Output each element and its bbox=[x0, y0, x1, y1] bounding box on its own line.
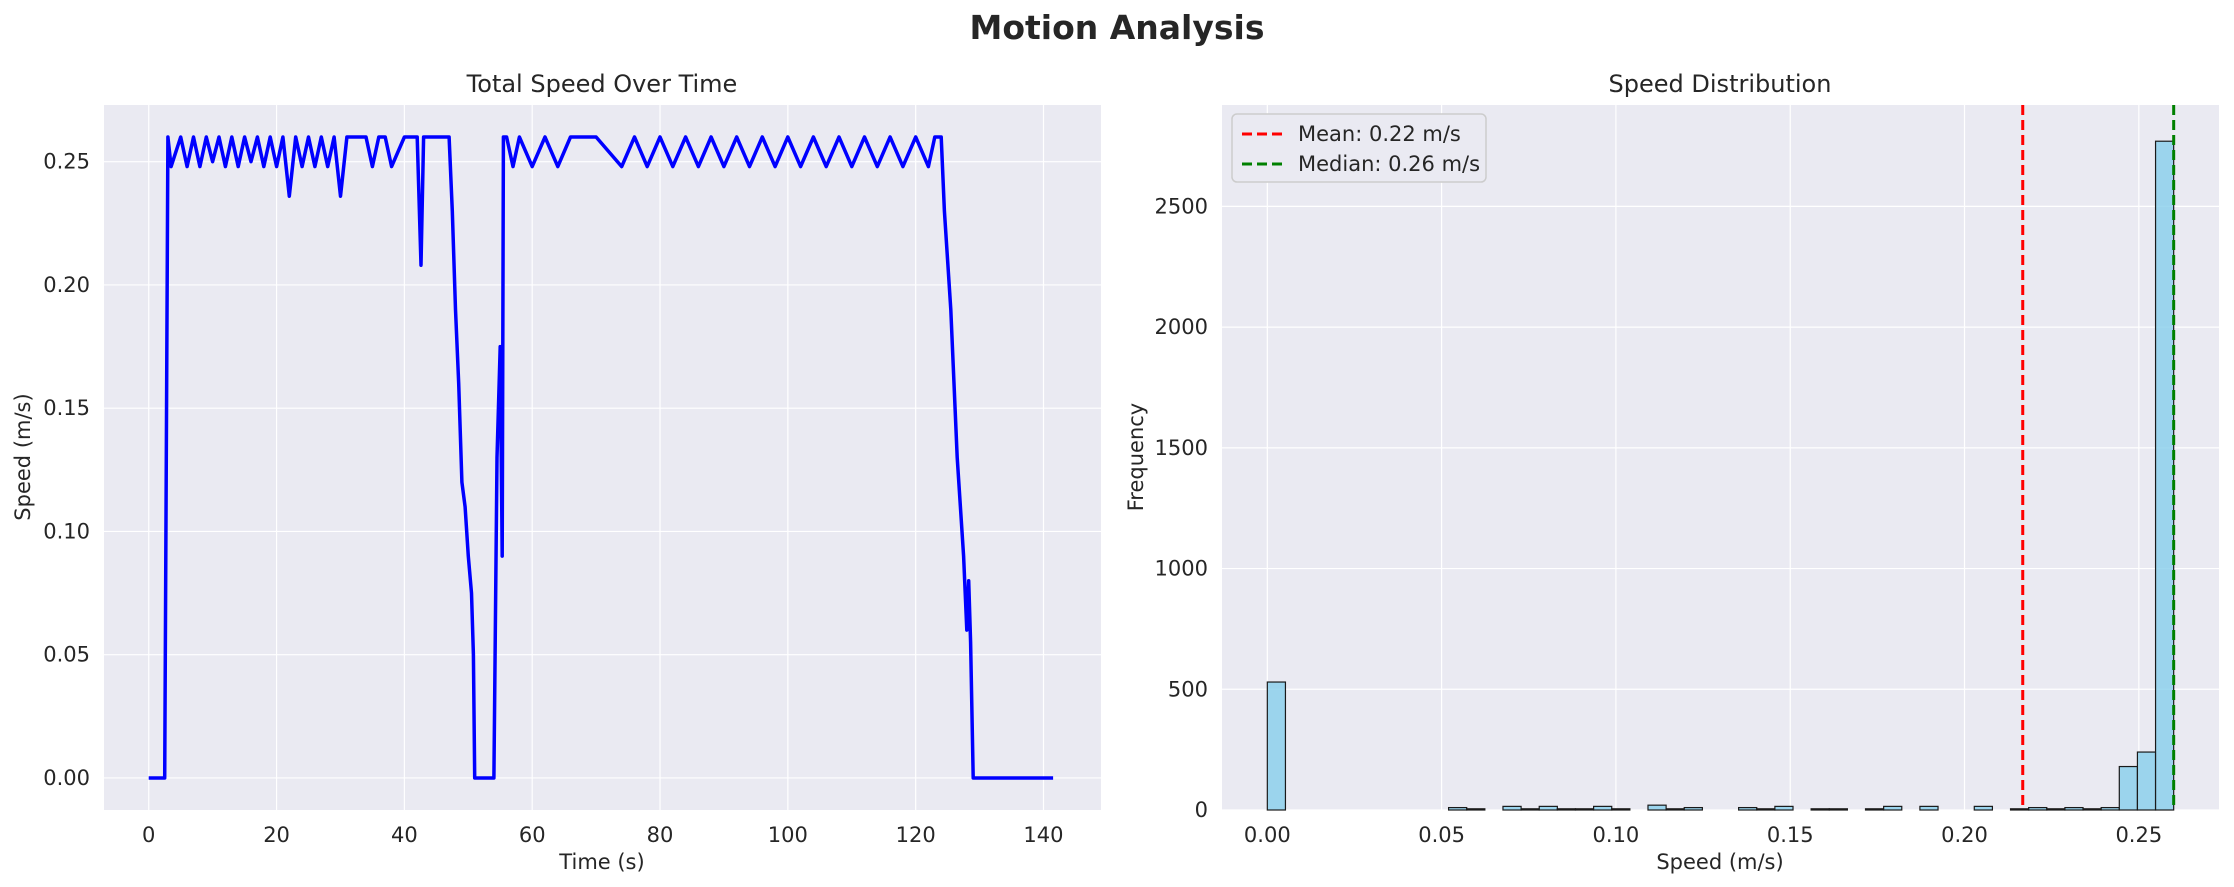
histogram-bar bbox=[1647, 804, 1667, 811]
plot-area-background bbox=[104, 105, 1101, 810]
x-tick-label: 80 bbox=[647, 823, 674, 847]
x-tick-label: 140 bbox=[1023, 823, 1063, 847]
y-tick-label: 2000 bbox=[1155, 315, 1208, 339]
histogram-bar bbox=[2009, 808, 2030, 811]
x-tick-label: 0.10 bbox=[1593, 823, 1640, 847]
x-axis-label: Time (s) bbox=[558, 850, 644, 874]
x-tick-label: 0 bbox=[142, 823, 155, 847]
histogram-bar bbox=[2118, 765, 2139, 811]
y-tick-label: 500 bbox=[1168, 677, 1208, 701]
histogram-bar bbox=[1919, 805, 1939, 811]
y-tick-label: 0.20 bbox=[43, 273, 90, 297]
legend-median-label: Median: 0.26 m/s bbox=[1298, 152, 1480, 176]
histogram-bar bbox=[1593, 805, 1613, 811]
speed-distribution-chart: 0.00 0.05 0.10 0.15 0.20 0.25 0 500 1000 1500 200… bbox=[1124, 70, 2219, 874]
y-tick-label: 2500 bbox=[1155, 194, 1208, 218]
y-tick-label: 0.05 bbox=[43, 643, 90, 667]
histogram-bar bbox=[1556, 808, 1577, 811]
histogram-bar bbox=[1756, 808, 1776, 811]
chart-title: Speed Distribution bbox=[1609, 70, 1832, 98]
y-tick-labels: 0 500 1000 1500 2000 2500 bbox=[1155, 194, 1208, 822]
plot-area-background bbox=[1222, 105, 2219, 810]
legend-mean-label: Mean: 0.22 m/s bbox=[1298, 122, 1461, 146]
histogram-bar bbox=[1502, 805, 1522, 811]
y-axis-label: Speed (m/s) bbox=[11, 393, 35, 520]
series bbox=[148, 135, 1054, 780]
y-tick-label: 1000 bbox=[1155, 557, 1208, 581]
grid bbox=[104, 105, 1101, 810]
histogram-bars bbox=[1266, 140, 2175, 811]
histogram-bar bbox=[2064, 806, 2084, 811]
x-tick-label: 0.15 bbox=[1767, 823, 1814, 847]
grid bbox=[1222, 105, 2219, 811]
histogram-bar bbox=[2100, 806, 2120, 811]
histogram-bar bbox=[1574, 808, 1595, 811]
histogram-bar bbox=[1828, 808, 1848, 811]
histogram-bar bbox=[1266, 681, 1287, 811]
x-tick-label: 0.05 bbox=[1418, 823, 1465, 847]
histogram-bar bbox=[1774, 805, 1794, 811]
x-tick-label: 40 bbox=[391, 823, 418, 847]
histogram-bar bbox=[2028, 806, 2048, 811]
y-tick-label: 0.00 bbox=[43, 766, 90, 790]
y-axis-label: Frequency bbox=[1124, 403, 1148, 512]
histogram-bar bbox=[1665, 808, 1685, 811]
histogram-bar bbox=[1538, 805, 1558, 811]
y-tick-label: 0.10 bbox=[43, 519, 90, 543]
y-tick-labels: 0.00 0.05 0.10 0.15 0.20 0.25 bbox=[43, 150, 90, 790]
reference-lines bbox=[2021, 105, 2176, 810]
legend: Mean: 0.22 m/s Median: 0.26 m/s bbox=[1231, 113, 1487, 183]
chart-title: Total Speed Over Time bbox=[466, 70, 738, 98]
histogram-bar bbox=[1683, 806, 1703, 811]
y-tick-label: 0.25 bbox=[43, 150, 90, 174]
x-tick-label: 0.00 bbox=[1244, 823, 1291, 847]
x-tick-label: 20 bbox=[263, 823, 290, 847]
histogram-bar bbox=[2136, 751, 2157, 811]
x-axis-label: Speed (m/s) bbox=[1656, 850, 1783, 874]
x-tick-label: 100 bbox=[768, 823, 808, 847]
x-tick-labels: 0 20 40 60 80 100 120 140 bbox=[142, 823, 1063, 847]
histogram-bar bbox=[1520, 808, 1540, 811]
histogram-bar bbox=[1738, 806, 1758, 811]
y-tick-label: 1500 bbox=[1155, 436, 1208, 460]
histogram-bar bbox=[1611, 808, 1631, 811]
speed-time-chart: 0 20 40 60 80 100 120 140 0.000.050.100.150.200… bbox=[11, 70, 1101, 874]
figure-title: Motion Analysis bbox=[969, 8, 1265, 47]
histogram-bar bbox=[1973, 805, 1994, 811]
x-tick-label: 120 bbox=[896, 823, 936, 847]
speed-line bbox=[148, 135, 1054, 780]
histogram-bar bbox=[2082, 808, 2102, 811]
x-tick-label: 0.20 bbox=[1941, 823, 1988, 847]
histogram-bar bbox=[1883, 805, 1903, 811]
legend-box bbox=[1231, 113, 1487, 183]
y-tick-label: 0 bbox=[1195, 798, 1208, 822]
histogram-bar bbox=[1810, 808, 1830, 811]
y-tick-label: 0.15 bbox=[43, 396, 90, 420]
x-tick-labels: 0.00 0.05 0.10 0.15 0.20 0.25 bbox=[1244, 823, 2162, 847]
histogram-bar bbox=[1466, 808, 1486, 811]
histogram-bar bbox=[2154, 140, 2175, 811]
histogram-bar bbox=[1447, 806, 1468, 811]
histogram-bar bbox=[2046, 808, 2066, 811]
histogram-bar bbox=[1864, 808, 1885, 811]
x-tick-label: 60 bbox=[519, 823, 546, 847]
x-tick-label: 0.25 bbox=[2115, 823, 2162, 847]
